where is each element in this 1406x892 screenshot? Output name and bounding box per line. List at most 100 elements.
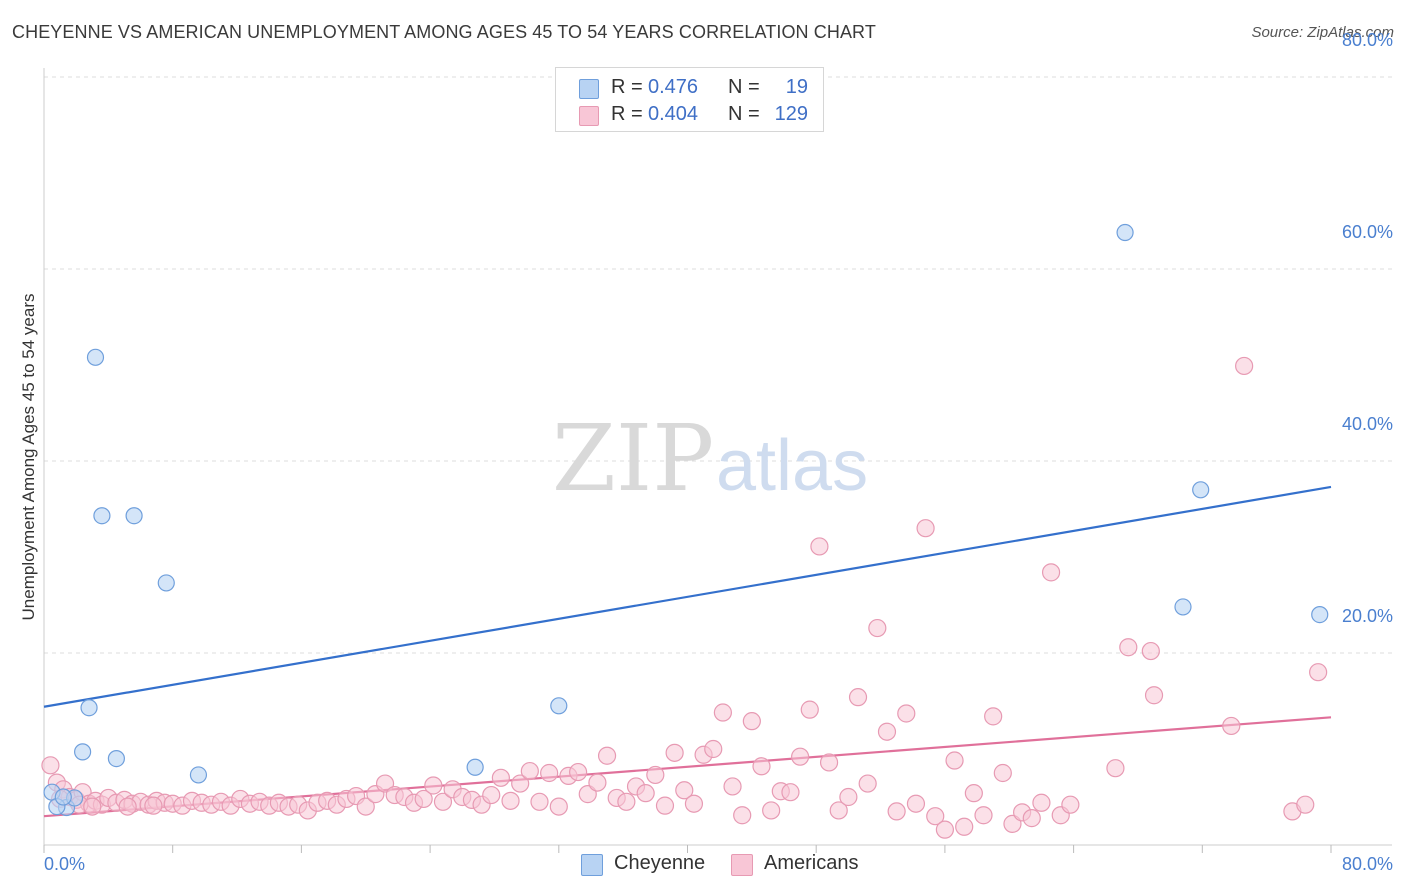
americans-point <box>356 797 375 816</box>
americans-point <box>752 757 771 776</box>
americans-point <box>926 807 945 826</box>
axes <box>43 68 1392 853</box>
americans-point <box>646 765 665 785</box>
chart-title: CHEYENNE VS AMERICAN UNEMPLOYMENT AMONG … <box>12 22 876 42</box>
trend-lines <box>43 485 1332 818</box>
legend-row-cheyenne: R = 0.476 N = 19 <box>556 74 823 102</box>
cheyenne-point <box>54 788 72 806</box>
americans-point <box>1309 663 1328 682</box>
americans-swatch <box>579 106 599 126</box>
americans-point <box>877 722 897 741</box>
americans-legend-label: Americans <box>764 852 859 874</box>
americans-point <box>684 794 704 813</box>
americans-swatch <box>731 854 753 876</box>
americans-point <box>520 761 539 781</box>
americans-point <box>858 774 877 793</box>
americans-point <box>414 789 433 809</box>
americans-point <box>636 784 655 803</box>
n-label: N = <box>728 103 760 125</box>
x-tick-label: 0.0% <box>44 854 85 874</box>
americans-point <box>597 746 617 765</box>
americans-point <box>617 792 636 811</box>
cheyenne-point <box>1311 605 1329 624</box>
americans-point <box>118 797 137 816</box>
americans-point <box>1296 795 1315 814</box>
americans-point <box>1041 563 1061 582</box>
cheyenne-point <box>466 758 484 776</box>
americans-point <box>433 792 453 811</box>
americans-point <box>868 618 887 638</box>
watermark: ZIP atlas <box>552 405 868 512</box>
cheyenne-point <box>80 699 98 717</box>
y-tick-label: 80.0% <box>1342 30 1393 50</box>
americans-point <box>1141 641 1160 661</box>
americans-point <box>491 768 510 787</box>
cheyenne-point <box>550 697 568 715</box>
y-axis-label: Unemployment Among Ages 45 to 54 years <box>19 294 38 621</box>
americans-point <box>482 785 501 805</box>
r-label: R = <box>611 76 643 98</box>
x-tick-label: 80.0% <box>1342 854 1393 874</box>
americans-point <box>984 707 1003 726</box>
americans-point <box>742 712 761 731</box>
americans-point <box>549 797 568 816</box>
americans-point <box>704 739 723 759</box>
n-value: 129 <box>774 103 808 125</box>
americans-point <box>887 802 906 821</box>
n-label: N = <box>728 76 760 98</box>
cheyenne-point <box>189 766 208 784</box>
cheyenne-point <box>1174 598 1192 616</box>
americans-point <box>829 801 848 820</box>
n-value: 19 <box>785 76 808 98</box>
cheyenne-swatch <box>579 79 599 99</box>
cheyenne-point <box>1192 481 1210 499</box>
americans-point <box>974 806 993 825</box>
legend-row-americans: R = 0.404 N = 129 <box>556 101 823 129</box>
americans-point <box>791 747 810 766</box>
americans-point <box>964 784 983 803</box>
americans-point <box>1032 793 1051 812</box>
americans-point <box>41 756 60 775</box>
americans-point <box>993 763 1012 783</box>
cheyenne-trend-line <box>43 485 1332 708</box>
americans-point <box>83 797 102 816</box>
americans-points <box>41 356 1328 839</box>
americans-point <box>713 703 732 722</box>
americans-point <box>897 704 916 723</box>
cheyenne-legend-label: Cheyenne <box>614 852 706 874</box>
cheyenne-swatch <box>581 854 603 876</box>
americans-point <box>723 777 742 796</box>
grid-lines <box>44 76 1392 654</box>
r-value: 0.476 <box>648 76 699 98</box>
cheyenne-point <box>157 574 175 592</box>
americans-point <box>733 806 752 825</box>
americans-point <box>1119 638 1138 657</box>
americans-point <box>762 801 781 820</box>
americans-point <box>588 773 607 792</box>
correlation-legend: R = 0.476 N = 19 R = 0.404 N = 129 <box>555 67 824 132</box>
americans-point <box>1144 686 1164 705</box>
cheyenne-point <box>125 507 143 525</box>
americans-point <box>501 791 520 810</box>
cheyenne-point <box>1116 223 1134 242</box>
y-tick-label: 40.0% <box>1342 414 1393 434</box>
americans-point <box>511 774 530 793</box>
tick-labels: 20.0% 40.0% 60.0% 80.0% 0.0% 80.0% <box>44 30 1393 874</box>
americans-point <box>848 688 868 707</box>
americans-point <box>1222 716 1241 736</box>
americans-point <box>1235 356 1254 376</box>
americans-point <box>569 762 588 782</box>
americans-point <box>530 792 549 811</box>
americans-point <box>675 781 694 800</box>
americans-point <box>945 751 964 770</box>
americans-point <box>800 700 819 719</box>
americans-point <box>839 787 858 807</box>
americans-point <box>1022 809 1041 828</box>
americans-point <box>424 776 443 795</box>
americans-point <box>665 743 684 762</box>
watermark-zip: ZIP <box>552 405 714 512</box>
cheyenne-points <box>43 223 1329 817</box>
y-tick-label: 20.0% <box>1342 606 1393 626</box>
americans-point <box>1061 795 1080 814</box>
